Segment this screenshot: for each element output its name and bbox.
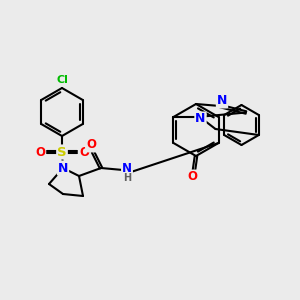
Text: Cl: Cl (56, 75, 68, 85)
Text: O: O (86, 139, 96, 152)
Text: S: S (57, 146, 67, 158)
Text: N: N (122, 161, 132, 175)
Text: H: H (123, 173, 131, 183)
Text: O: O (187, 170, 197, 184)
Text: N: N (195, 112, 206, 125)
Text: O: O (35, 146, 45, 158)
Text: N: N (217, 94, 227, 107)
Text: N: N (58, 161, 68, 175)
Text: O: O (79, 146, 89, 158)
